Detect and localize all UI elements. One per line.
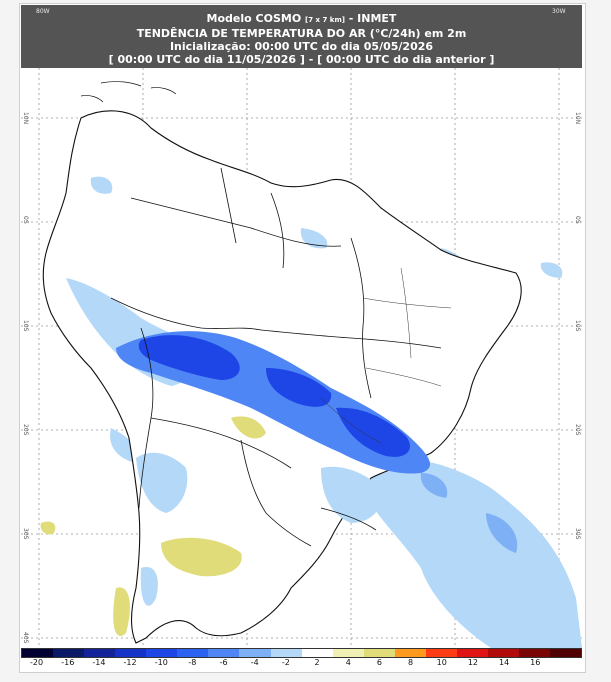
state-borders (320, 267, 452, 444)
colorbar-labels: -20 -16 -14 -12 -10 -8 -6 -4 -2 2 4 6 8 10 12 14 16 (21, 658, 582, 670)
cold-band-strong (138, 335, 410, 457)
colorbar-cell (456, 649, 488, 657)
colorbar-cell (84, 649, 116, 657)
colorbar (21, 648, 582, 658)
colorbar-tick-label: 16 (530, 658, 541, 667)
valid-period: [ 00:00 UTC do dia 11/05/2026 ] - [ 00:0… (108, 53, 495, 66)
ocean-cold-mid (420, 473, 518, 553)
lon-label-80w: 80W (36, 8, 50, 15)
lon-label-30w: 30W (552, 8, 566, 15)
colorbar-cell (550, 649, 582, 657)
colorbar-tick-label: -2 (281, 658, 290, 667)
colorbar-tick-label: -14 (92, 658, 106, 667)
lat-label-30s-right: 30S (574, 528, 581, 540)
lat-label-0s-right: 0S (574, 216, 581, 224)
warm-tendency (40, 416, 266, 636)
lat-label-30s: 30S (22, 528, 29, 540)
colorbar-tick-label: 10 (436, 658, 447, 667)
colorbar-cell (519, 649, 551, 657)
colorbar-tick-label: -6 (219, 658, 228, 667)
colorbar-cell (115, 649, 147, 657)
colorbar-tick-label: 2 (314, 658, 320, 667)
country-borders (110, 167, 442, 547)
colorbar-cell (22, 649, 54, 657)
lat-label-10n: 10N (22, 112, 29, 125)
colorbar-tick-label: 4 (345, 658, 351, 667)
colorbar-tick-label: -8 (188, 658, 197, 667)
lat-label-0s: 0S (22, 216, 29, 224)
colorbar-cell (301, 649, 333, 657)
map-header: Modelo COSMO [7 x 7 km] - INMET TENDÊNCI… (21, 5, 582, 68)
colorbar-cell (239, 649, 271, 657)
colorbar-cell (363, 649, 395, 657)
temperature-tendency-map (21, 68, 582, 648)
lat-label-20s-right: 20S (574, 424, 581, 436)
variable-title: TENDÊNCIA DE TEMPERATURA DO AR (°C/24h) … (136, 27, 467, 40)
colorbar-tick-label: -10 (154, 658, 168, 667)
colorbar-cell (487, 649, 519, 657)
lat-label-20s: 20S (22, 424, 29, 436)
colorbar-tick-label: 12 (467, 658, 478, 667)
colorbar-cell (177, 649, 209, 657)
colorbar-tick-label: -12 (123, 658, 137, 667)
lat-label-10n-right: 10N (574, 112, 581, 125)
lat-label-10s-right: 10S (574, 320, 581, 332)
caribbean-islands (80, 81, 177, 103)
colorbar-cell (146, 649, 178, 657)
colorbar-cell (270, 649, 302, 657)
colorbar-tick-label: -20 (30, 658, 44, 667)
colorbar-cell (425, 649, 457, 657)
colorbar-tick-label: 8 (408, 658, 414, 667)
model-title: Modelo COSMO [7 x 7 km] - INMET (206, 12, 397, 25)
colorbar-tick-label: 6 (376, 658, 382, 667)
colorbar-tick-label: -16 (61, 658, 75, 667)
lat-label-40s: 40S (22, 632, 29, 644)
colorbar-cell (394, 649, 426, 657)
colorbar-cell (53, 649, 85, 657)
colorbar-cell (208, 649, 240, 657)
colorbar-cell (332, 649, 364, 657)
init-time: Inicialização: 00:00 UTC do dia 05/05/20… (169, 40, 434, 53)
lat-label-10s: 10S (22, 320, 29, 332)
colorbar-tick-label: -4 (250, 658, 259, 667)
colorbar-tick-label: 14 (498, 658, 510, 667)
